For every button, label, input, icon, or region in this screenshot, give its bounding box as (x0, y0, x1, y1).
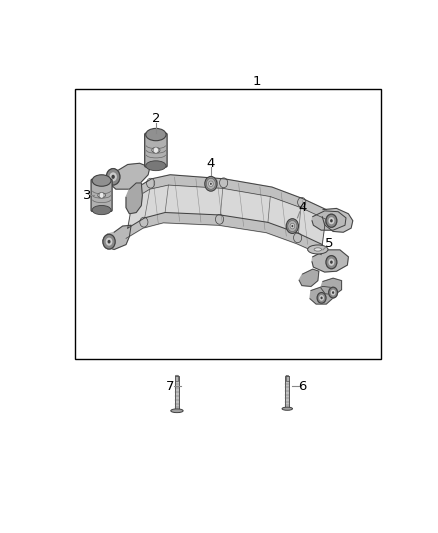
Bar (175, 376, 179, 411)
Bar (286, 376, 289, 409)
Circle shape (330, 261, 333, 264)
Circle shape (210, 183, 212, 185)
Polygon shape (322, 208, 353, 232)
Bar (175, 376, 179, 381)
Bar (286, 376, 289, 381)
Text: 4: 4 (298, 201, 307, 214)
Text: 7: 7 (166, 379, 174, 393)
Polygon shape (312, 211, 346, 230)
Text: 4: 4 (207, 157, 215, 170)
Polygon shape (299, 269, 319, 286)
Text: 2: 2 (152, 112, 160, 125)
Ellipse shape (208, 181, 213, 187)
Ellipse shape (92, 205, 111, 215)
Circle shape (317, 293, 326, 303)
Polygon shape (133, 175, 326, 219)
Circle shape (326, 214, 337, 227)
Polygon shape (310, 286, 333, 304)
Polygon shape (103, 225, 131, 249)
Polygon shape (126, 213, 322, 255)
Polygon shape (128, 185, 325, 245)
Ellipse shape (206, 178, 215, 189)
FancyBboxPatch shape (91, 179, 112, 211)
Circle shape (328, 259, 334, 266)
Polygon shape (321, 278, 342, 295)
Circle shape (328, 287, 338, 298)
Ellipse shape (175, 375, 179, 376)
Ellipse shape (286, 219, 298, 233)
Circle shape (291, 225, 293, 227)
Ellipse shape (146, 128, 166, 141)
Polygon shape (109, 163, 150, 189)
Circle shape (110, 172, 117, 181)
Ellipse shape (286, 375, 289, 376)
Circle shape (326, 256, 337, 269)
Circle shape (106, 168, 120, 185)
Circle shape (153, 147, 159, 153)
Circle shape (99, 192, 104, 198)
Circle shape (332, 291, 334, 294)
Circle shape (321, 296, 323, 299)
Ellipse shape (146, 161, 166, 171)
Text: 5: 5 (325, 237, 333, 250)
Text: 1: 1 (252, 75, 261, 88)
Ellipse shape (171, 409, 183, 413)
Ellipse shape (282, 407, 293, 410)
Polygon shape (126, 183, 142, 214)
Ellipse shape (98, 193, 106, 198)
Ellipse shape (314, 248, 321, 251)
FancyBboxPatch shape (145, 133, 167, 167)
Ellipse shape (92, 175, 111, 186)
Ellipse shape (205, 176, 217, 191)
Ellipse shape (307, 245, 328, 254)
Text: 6: 6 (298, 379, 307, 393)
Circle shape (330, 219, 333, 222)
Ellipse shape (152, 148, 160, 153)
Circle shape (328, 217, 334, 224)
Circle shape (106, 238, 113, 246)
Text: 3: 3 (83, 189, 92, 202)
Circle shape (331, 289, 336, 295)
Bar (75, 88, 381, 359)
Circle shape (319, 295, 324, 301)
Circle shape (103, 235, 115, 249)
Polygon shape (312, 250, 348, 272)
Ellipse shape (288, 221, 297, 232)
Circle shape (108, 240, 110, 244)
Ellipse shape (290, 223, 295, 229)
Circle shape (111, 175, 115, 179)
